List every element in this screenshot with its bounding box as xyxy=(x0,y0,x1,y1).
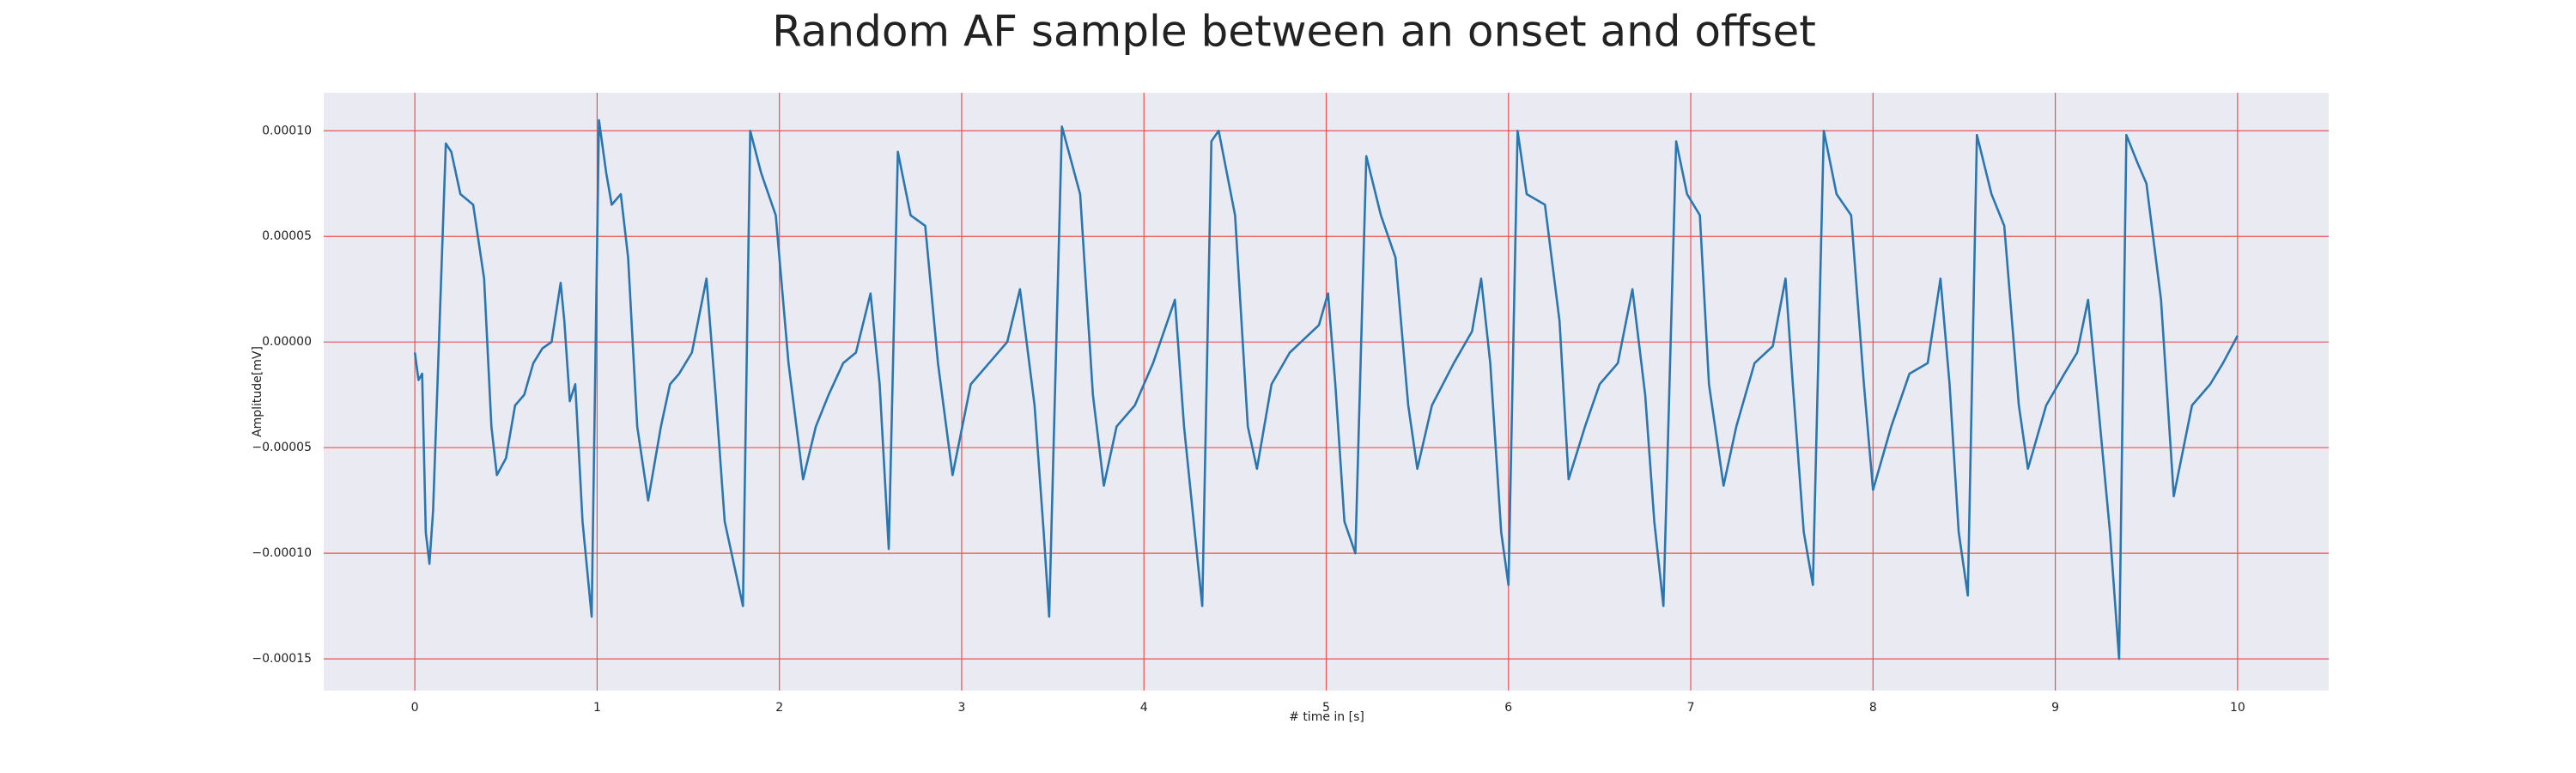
x-tick-label: 6 xyxy=(1504,701,1512,715)
y-tick-label: −0.00015 xyxy=(252,652,312,666)
x-tick-label: 2 xyxy=(775,701,783,715)
x-tick-label: 4 xyxy=(1140,701,1148,715)
x-tick-label: 3 xyxy=(957,701,965,715)
x-tick-label: 9 xyxy=(2051,701,2059,715)
x-tick-label: 10 xyxy=(2230,701,2245,715)
y-tick-label: 0.00005 xyxy=(262,229,312,243)
y-tick-label: −0.00010 xyxy=(252,546,312,560)
y-tick-label: −0.00005 xyxy=(252,441,312,454)
y-tick-label: 0.00000 xyxy=(262,335,312,349)
x-tick-label: 1 xyxy=(593,701,601,715)
x-tick-label: 7 xyxy=(1687,701,1695,715)
y-axis-label: Amplitude[mV] xyxy=(251,346,264,437)
signal-line xyxy=(413,119,2239,660)
x-tick-label: 5 xyxy=(1322,701,1330,715)
x-axis-label: # time in [s] xyxy=(1289,710,1364,724)
chart-title: Random AF sample between an onset and of… xyxy=(772,7,1816,57)
y-tick-label: 0.00010 xyxy=(262,124,312,137)
x-tick-label: 8 xyxy=(1869,701,1877,715)
x-tick-label: 0 xyxy=(411,701,419,715)
